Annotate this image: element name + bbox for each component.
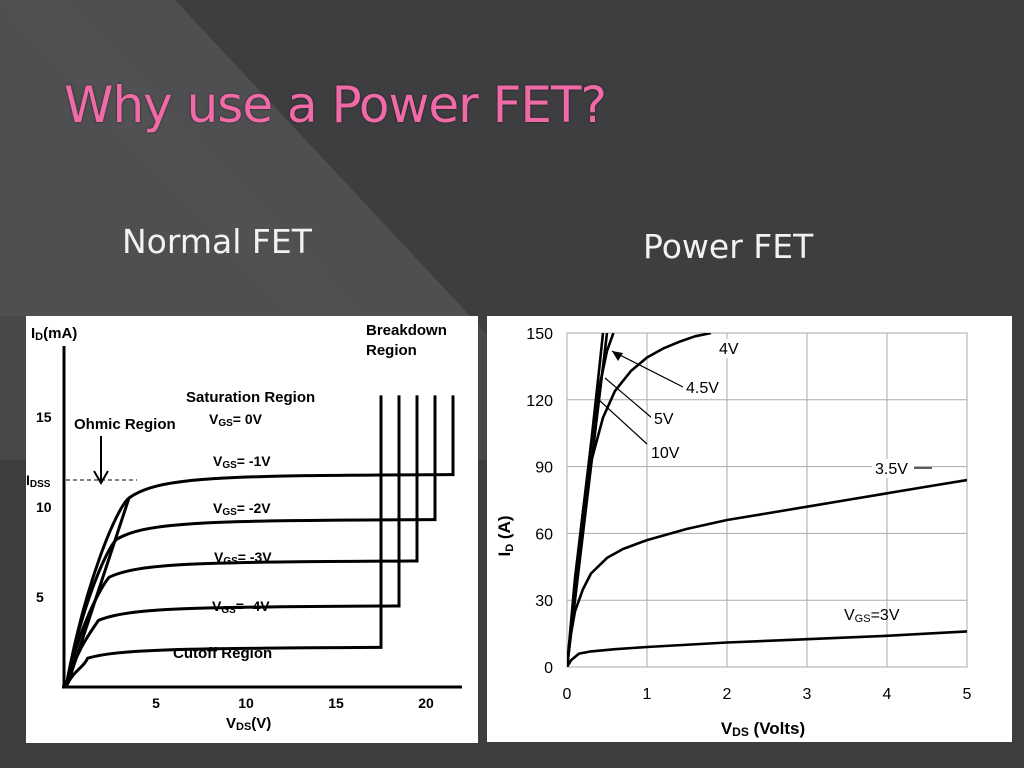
series-label: 5V <box>654 411 674 428</box>
series-leader-arrowhead <box>612 351 623 361</box>
breakdown-region-label: Breakdown <box>366 322 447 339</box>
power-fet-heading: Power FET <box>643 227 814 266</box>
series-label: 4.5V <box>686 380 719 397</box>
vgs-curve <box>64 395 419 688</box>
y-axis-label: ID (A) <box>495 515 516 556</box>
x-tick-label: 4 <box>883 686 892 703</box>
cutoff-region-label: Cutoff Region <box>173 645 272 662</box>
plot-area <box>566 332 968 668</box>
y-tick-label: 15 <box>36 409 52 425</box>
normal-fet-chart: ID(mA) VDS(V) 5 10 15 5 10 15 20 IDSS VGS= 0V VGS= … <box>26 322 462 733</box>
slide-title: Why use a Power FET? <box>64 76 607 134</box>
x-axis-label: VDS (Volts) <box>721 719 805 739</box>
normal-fet-chart-panel: ID(mA) VDS(V) 5 10 15 5 10 15 20 IDSS VGS= 0V VGS= … <box>26 316 478 743</box>
y-tick-label: 5 <box>36 589 44 605</box>
y-tick-label: 150 <box>526 326 553 343</box>
drain-current-curve <box>567 478 967 667</box>
y-tick-label: 60 <box>535 526 553 543</box>
normal-fet-heading: Normal FET <box>122 222 312 261</box>
y-tick-label: 0 <box>544 660 553 677</box>
x-tick-label: 2 <box>723 686 732 703</box>
vgs-curve <box>64 395 455 688</box>
series-label: 10V <box>651 445 680 462</box>
series-label-bg <box>716 339 740 358</box>
x-tick-label: 5 <box>963 686 972 703</box>
ohmic-region-label: Ohmic Region <box>74 416 176 433</box>
series-label-bg <box>648 443 681 462</box>
series-label-bg <box>651 409 675 428</box>
y-tick-label: 120 <box>526 393 553 410</box>
y-axis-label: ID(mA) <box>31 325 77 343</box>
series-label: VGS=3V <box>844 607 900 625</box>
ohmic-arrow-head <box>93 470 109 485</box>
ohmic-boundary-line <box>66 497 131 684</box>
x-tick-label: 5 <box>152 695 160 711</box>
drain-current-curve <box>567 333 605 667</box>
idss-label: IDSS <box>26 472 51 490</box>
vgs-curve <box>64 395 437 688</box>
series-label-bg <box>683 378 725 397</box>
vgs-curve-label: VGS= -4V <box>212 598 270 616</box>
x-tick-label: 10 <box>238 695 254 711</box>
vgs-curve <box>64 395 383 688</box>
y-tick-label: 30 <box>535 593 553 610</box>
x-tick-label: 20 <box>418 695 434 711</box>
x-tick-label: 3 <box>803 686 812 703</box>
x-tick-label: 1 <box>643 686 652 703</box>
drain-current-curve <box>567 630 967 667</box>
vgs-curve-label: VGS= -2V <box>213 500 271 518</box>
vgs-curve-label: VGS= -3V <box>214 549 272 567</box>
series-label: 3.5V <box>875 461 908 478</box>
series-leader-line <box>604 377 653 419</box>
vgs-curve <box>64 395 401 688</box>
x-tick-label: 0 <box>563 686 572 703</box>
vgs-curve-label: VGS= 0V <box>209 411 263 429</box>
vgs-curve-label: VGS= -1V <box>213 453 271 471</box>
y-tick-label: 10 <box>36 499 52 515</box>
x-tick-label: 15 <box>328 695 344 711</box>
x-axis-label: VDS(V) <box>226 715 271 733</box>
series-leader-line <box>611 350 684 388</box>
series-leader-line <box>598 399 648 445</box>
saturation-region-label: Saturation Region <box>186 389 315 406</box>
series-label: 4V <box>719 341 739 358</box>
y-tick-label: 90 <box>535 460 553 477</box>
power-fet-chart: 0 1 2 3 4 5 0 30 60 90 120 150 ID (A) VDS (Volts) VGS=… <box>495 326 972 739</box>
power-fet-chart-panel: 0 1 2 3 4 5 0 30 60 90 120 150 ID (A) VDS (Volts) VGS=… <box>487 316 1012 742</box>
breakdown-region-label-line2: Region <box>366 342 417 359</box>
series-label-bg <box>872 459 914 478</box>
